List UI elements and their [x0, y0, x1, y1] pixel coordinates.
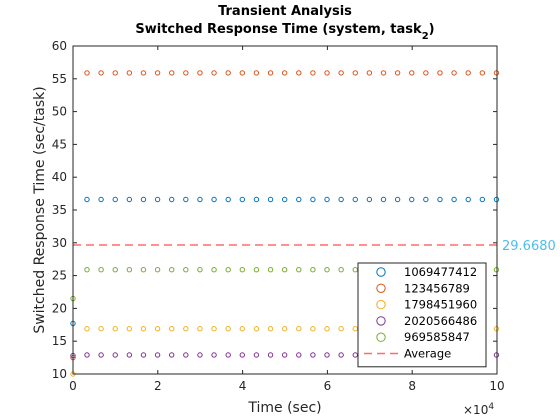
chart-title: Transient Analysis [218, 4, 352, 19]
subtitle-subscript: 2 [422, 31, 429, 42]
legend-label: 2020566486 [404, 314, 477, 328]
x-tick-label: 0 [69, 379, 77, 393]
y-axis-label: Switched Response Time (sec/task) [32, 86, 48, 333]
subtitle-prefix: Switched Response Time (system, task [135, 22, 422, 37]
y-tick-label: 45 [52, 137, 67, 151]
y-tick-label: 20 [52, 301, 67, 315]
legend-label: 1069477412 [404, 265, 477, 279]
x-axis-exponent: ×104 [463, 402, 494, 417]
legend-label: 123456789 [404, 281, 470, 295]
y-tick-label: 30 [52, 236, 67, 250]
y-tick-label: 10 [52, 367, 67, 381]
legend: 1069477412 123456789 1798451960 2020566486 9… [358, 263, 486, 367]
legend-label: 969585847 [404, 330, 470, 344]
y-tick-label: 15 [52, 334, 67, 348]
x-tick-label: 4 [239, 379, 247, 393]
x-tick-label: 8 [408, 379, 416, 393]
x-axis-label: Time (sec) [247, 400, 321, 416]
x-exponent-power: 4 [488, 402, 494, 412]
y-tick-label: 25 [52, 269, 67, 283]
x-exponent-base: ×10 [463, 403, 488, 417]
legend-label: 1798451960 [404, 298, 477, 312]
chart-subtitle: Switched Response Time (system, task2) [135, 22, 434, 42]
x-tick-label: 10 [489, 379, 504, 393]
average-label: 29.6680 [502, 239, 556, 254]
x-tick-label: 2 [154, 379, 162, 393]
y-tick-label: 40 [52, 170, 67, 184]
legend-label: Average [404, 347, 451, 361]
y-tick-label: 60 [52, 39, 67, 53]
y-tick-label: 35 [52, 203, 67, 217]
x-tick-label: 6 [324, 379, 332, 393]
y-tick-label: 55 [52, 72, 67, 86]
y-tick-label: 50 [52, 105, 67, 119]
subtitle-suffix: ) [429, 22, 435, 37]
